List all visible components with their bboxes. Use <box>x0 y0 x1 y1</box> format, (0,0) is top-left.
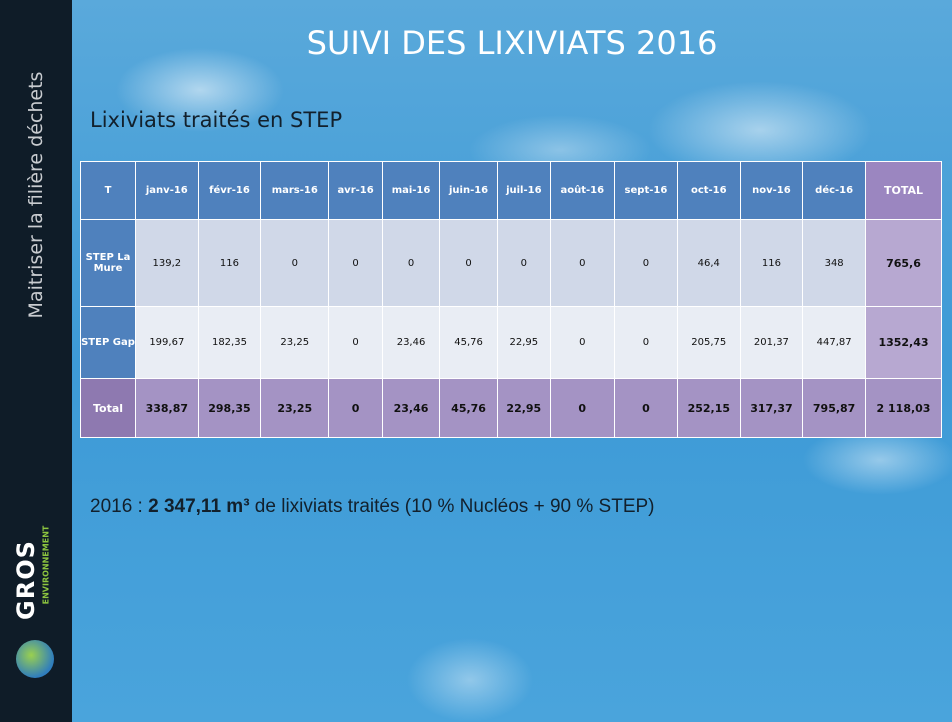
table-cell: 298,35 <box>198 379 261 438</box>
table-cell: 338,87 <box>136 379 199 438</box>
table-cell: 23,46 <box>382 379 439 438</box>
sidebar: Maitriser la filière déchets GROS ENVIRO… <box>0 0 72 722</box>
table-cell: 2 118,03 <box>866 379 942 438</box>
column-header: janv-16 <box>136 162 199 220</box>
column-header: févr-16 <box>198 162 261 220</box>
table-cell: 139,2 <box>136 220 199 307</box>
table-cell: 22,95 <box>498 307 551 379</box>
table-cell: 205,75 <box>677 307 740 379</box>
sidebar-text: Maitriser la filière déchets <box>25 72 47 319</box>
title: SUIVI DES LIXIVIATS 2016 <box>72 24 952 62</box>
summary: 2016 : 2 347,11 m³ de lixiviats traités … <box>90 496 655 518</box>
table-cell: 23,46 <box>382 307 439 379</box>
table-cell: 0 <box>614 220 677 307</box>
column-header: juin-16 <box>440 162 498 220</box>
table-cell: 0 <box>614 307 677 379</box>
logo-tagline: ENVIRONNEMENT <box>42 526 51 605</box>
table-cell: 23,25 <box>261 307 329 379</box>
row-header: Total <box>81 379 136 438</box>
column-header: juil-16 <box>498 162 551 220</box>
table-cell: 0 <box>614 379 677 438</box>
column-header: août-16 <box>550 162 614 220</box>
table-cell: 0 <box>329 307 383 379</box>
table-cell: 0 <box>382 220 439 307</box>
table-cell: 1352,43 <box>866 307 942 379</box>
table-cell: 199,67 <box>136 307 199 379</box>
row-header: STEP Gap <box>81 307 136 379</box>
table-cell: 765,6 <box>866 220 942 307</box>
logo-name: GROS <box>12 540 40 620</box>
column-header: oct-16 <box>677 162 740 220</box>
table-cell: 447,87 <box>803 307 866 379</box>
column-header: déc-16 <box>803 162 866 220</box>
table-cell: 0 <box>261 220 329 307</box>
column-header: T <box>81 162 136 220</box>
table-cell: 22,95 <box>498 379 551 438</box>
table-cell: 182,35 <box>198 307 261 379</box>
summary-highlight: 2 347,11 m³ <box>148 496 249 517</box>
table-cell: 348 <box>803 220 866 307</box>
row-header: STEP La Mure <box>81 220 136 307</box>
slide: Maitriser la filière déchets GROS ENVIRO… <box>0 0 952 722</box>
table-cell: 45,76 <box>440 307 498 379</box>
column-header: nov-16 <box>740 162 803 220</box>
column-header: mai-16 <box>382 162 439 220</box>
table-cell: 116 <box>198 220 261 307</box>
table-cell: 0 <box>550 220 614 307</box>
subtitle: Lixiviats traités en STEP <box>90 108 342 132</box>
table-cell: 201,37 <box>740 307 803 379</box>
table-cell: 795,87 <box>803 379 866 438</box>
summary-prefix: 2016 : <box>90 496 148 517</box>
table-cell: 317,37 <box>740 379 803 438</box>
column-header: TOTAL <box>866 162 942 220</box>
logo-icon <box>16 640 54 678</box>
table-cell: 23,25 <box>261 379 329 438</box>
table-cell: 116 <box>740 220 803 307</box>
table-cell: 45,76 <box>440 379 498 438</box>
table-cell: 46,4 <box>677 220 740 307</box>
table-cell: 0 <box>440 220 498 307</box>
table-cell: 0 <box>550 307 614 379</box>
table-cell: 0 <box>550 379 614 438</box>
table-cell: 0 <box>498 220 551 307</box>
table-cell: 0 <box>329 379 383 438</box>
column-header: mars-16 <box>261 162 329 220</box>
table-cell: 252,15 <box>677 379 740 438</box>
table-cell: 0 <box>329 220 383 307</box>
column-header: sept-16 <box>614 162 677 220</box>
summary-suffix: de lixiviats traités (10 % Nucléos + 90 … <box>250 496 655 517</box>
column-header: avr-16 <box>329 162 383 220</box>
